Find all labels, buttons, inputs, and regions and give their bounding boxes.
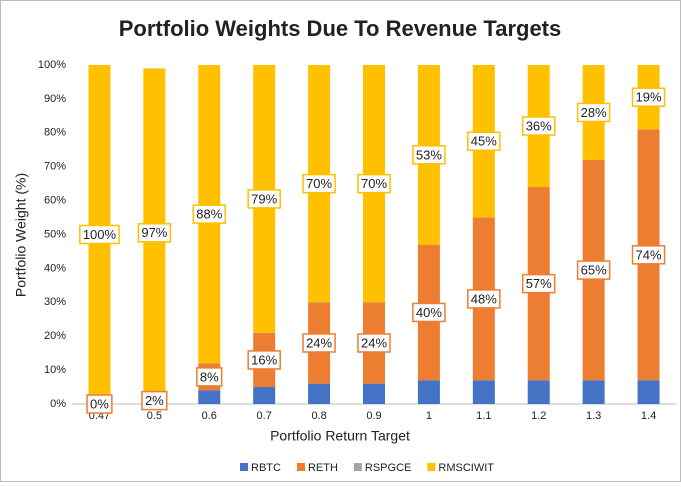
data-label: 70% (306, 176, 332, 191)
data-label: 16% (251, 352, 277, 367)
data-label-box (412, 302, 446, 323)
data-label-box (467, 289, 501, 309)
legend-label: RBTC (251, 462, 281, 474)
data-label-box (576, 260, 611, 280)
legend-swatch (427, 463, 436, 471)
chart-title: Portfolio Weights Due To Revenue Targets (119, 16, 562, 41)
bar-segment (417, 380, 440, 404)
legend-label: RMSCIWIT (438, 462, 494, 474)
data-label-box (86, 394, 113, 414)
data-label: 0% (90, 396, 109, 411)
legend-swatch (296, 463, 305, 471)
data-label: 48% (471, 291, 497, 306)
y-tick-label: 60% (44, 195, 66, 207)
data-label-box (141, 390, 168, 411)
data-label-box (521, 116, 556, 136)
data-label: 88% (196, 207, 222, 222)
x-tick-label: 0.6 (202, 410, 217, 422)
data-label-box (247, 350, 281, 370)
y-axis-title: Portfolio Weight (%) (13, 173, 29, 297)
x-tick-label: 0.7 (257, 410, 272, 422)
data-label-box (521, 273, 556, 294)
data-label: 45% (471, 134, 497, 149)
data-label: 8% (200, 369, 219, 384)
data-label: 65% (581, 263, 607, 278)
data-label: 74% (636, 247, 662, 262)
bar-segment (363, 383, 385, 404)
x-tick-label: 0.8 (311, 410, 326, 422)
y-tick-label: 0% (50, 398, 66, 410)
data-label-box (357, 173, 391, 194)
data-label-box (196, 367, 223, 387)
data-label-box (302, 173, 336, 194)
data-label: 57% (526, 276, 552, 291)
x-tick-label: 1.4 (641, 410, 656, 422)
data-label-box (631, 245, 666, 265)
y-tick-label: 70% (44, 161, 66, 173)
legend-swatch (240, 463, 248, 471)
data-label-box (192, 204, 227, 224)
data-label-box (357, 333, 391, 353)
data-label-box (576, 102, 611, 123)
legend-label: RSPGCE (365, 462, 411, 474)
data-label: 100% (83, 227, 117, 242)
data-label: 79% (251, 191, 277, 206)
data-label: 24% (361, 335, 387, 350)
bar-segment (308, 383, 331, 404)
data-label: 36% (526, 118, 552, 133)
y-tick-label: 90% (44, 93, 66, 105)
y-tick-label: 40% (44, 262, 66, 274)
data-label-box (467, 131, 501, 152)
data-label: 2% (145, 393, 164, 408)
x-tick-label: 0.5 (147, 410, 162, 422)
data-label-box (137, 223, 172, 243)
y-tick-label: 10% (44, 364, 66, 376)
data-label: 19% (636, 90, 662, 105)
data-label-box (79, 224, 120, 245)
x-tick-label: 1.1 (476, 410, 491, 422)
data-label-box (631, 87, 666, 107)
y-tick-label: 20% (44, 330, 66, 342)
x-tick-label: 1.3 (586, 410, 601, 422)
y-tick-label: 30% (44, 296, 66, 308)
data-label: 97% (141, 225, 167, 240)
bar-segment (582, 380, 605, 404)
data-label-box (247, 189, 281, 209)
x-tick-label: 0.9 (366, 410, 381, 422)
data-label: 53% (416, 147, 442, 162)
data-label-box (412, 145, 446, 165)
x-tick-label: 1 (426, 410, 432, 422)
data-label: 24% (306, 335, 332, 350)
y-tick-label: 80% (44, 127, 66, 139)
bar-segment (472, 380, 495, 404)
data-label: 28% (581, 105, 607, 120)
bar-segment (527, 380, 550, 404)
bar-segment (253, 387, 276, 404)
x-tick-label: 1.2 (531, 410, 546, 422)
data-label-box (302, 333, 336, 353)
legend-swatch (353, 463, 362, 471)
data-label: 70% (361, 176, 387, 191)
y-tick-label: 50% (44, 228, 66, 240)
y-tick-label: 100% (38, 59, 66, 71)
bar-segment (198, 390, 221, 404)
legend-label: RETH (308, 462, 338, 474)
x-axis-title: Portfolio Return Target (270, 428, 410, 444)
data-label: 40% (416, 305, 442, 320)
bar-segment (637, 380, 660, 404)
